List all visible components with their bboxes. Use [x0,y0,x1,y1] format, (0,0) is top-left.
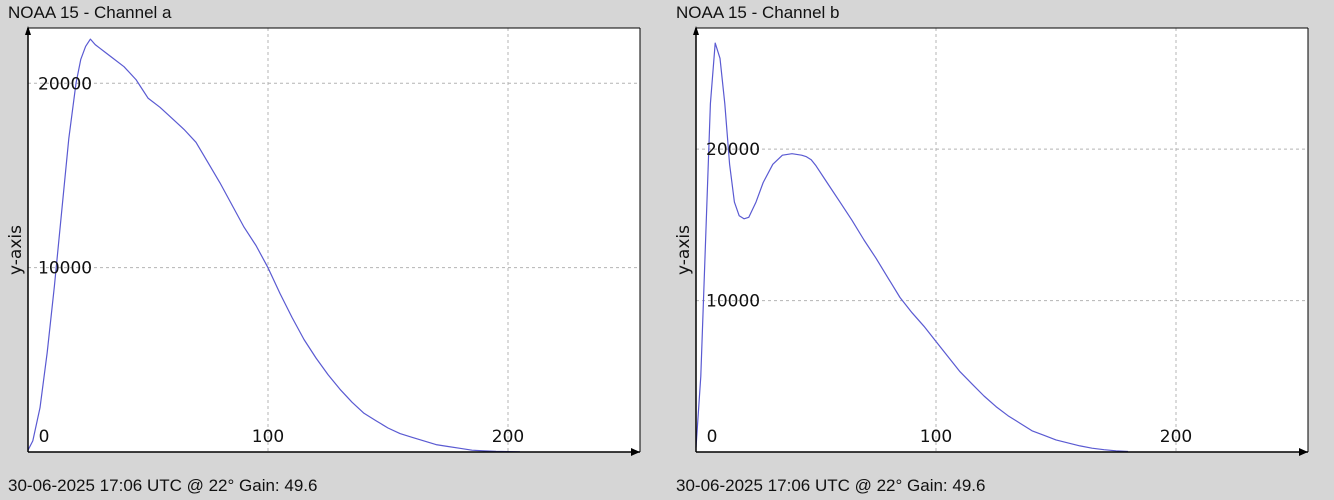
chart-title: NOAA 15 - Channel b [676,3,840,22]
series-line-0 [695,42,1129,453]
y-tick-label: 10000 [38,259,92,279]
plot-area [28,28,640,452]
chart-panel-a: NOAA 15 - Channel a 0 100 200 10000 20000 y-a… [0,0,641,500]
x-tick-label: 0 [39,427,50,447]
y-axis-arrow [25,26,31,35]
x-tick-label: 100 [252,427,284,447]
chart-b-svg: 0 100 200 10000 20000 y-axis [674,26,1309,456]
chart-title: NOAA 15 - Channel a [8,3,172,22]
y-axis-arrow [693,26,699,35]
y-tick-label: 20000 [706,140,760,160]
x-tick-label: 100 [920,427,952,447]
y-axis-label: y-axis [6,225,26,275]
y-axis-label: y-axis [674,225,694,275]
chart-panel-b: NOAA 15 - Channel b 0 100 200 10000 20000 y-a… [668,0,1309,500]
x-tick-label: 200 [1160,427,1192,447]
y-tick-label: 20000 [38,74,92,94]
series-line-0 [27,38,521,453]
x-tick-label: 200 [492,427,524,447]
chart-footer: 30-06-2025 17:06 UTC @ 22° Gain: 49.6 [8,476,318,495]
y-tick-label: 10000 [706,292,760,312]
plot-area [696,28,1308,452]
x-axis-arrow [631,448,640,456]
x-axis-arrow [1299,448,1308,456]
chart-a-svg: 0 100 200 10000 20000 y-axis [6,26,641,456]
chart-footer: 30-06-2025 17:06 UTC @ 22° Gain: 49.6 [676,476,986,495]
x-tick-label: 0 [707,427,718,447]
